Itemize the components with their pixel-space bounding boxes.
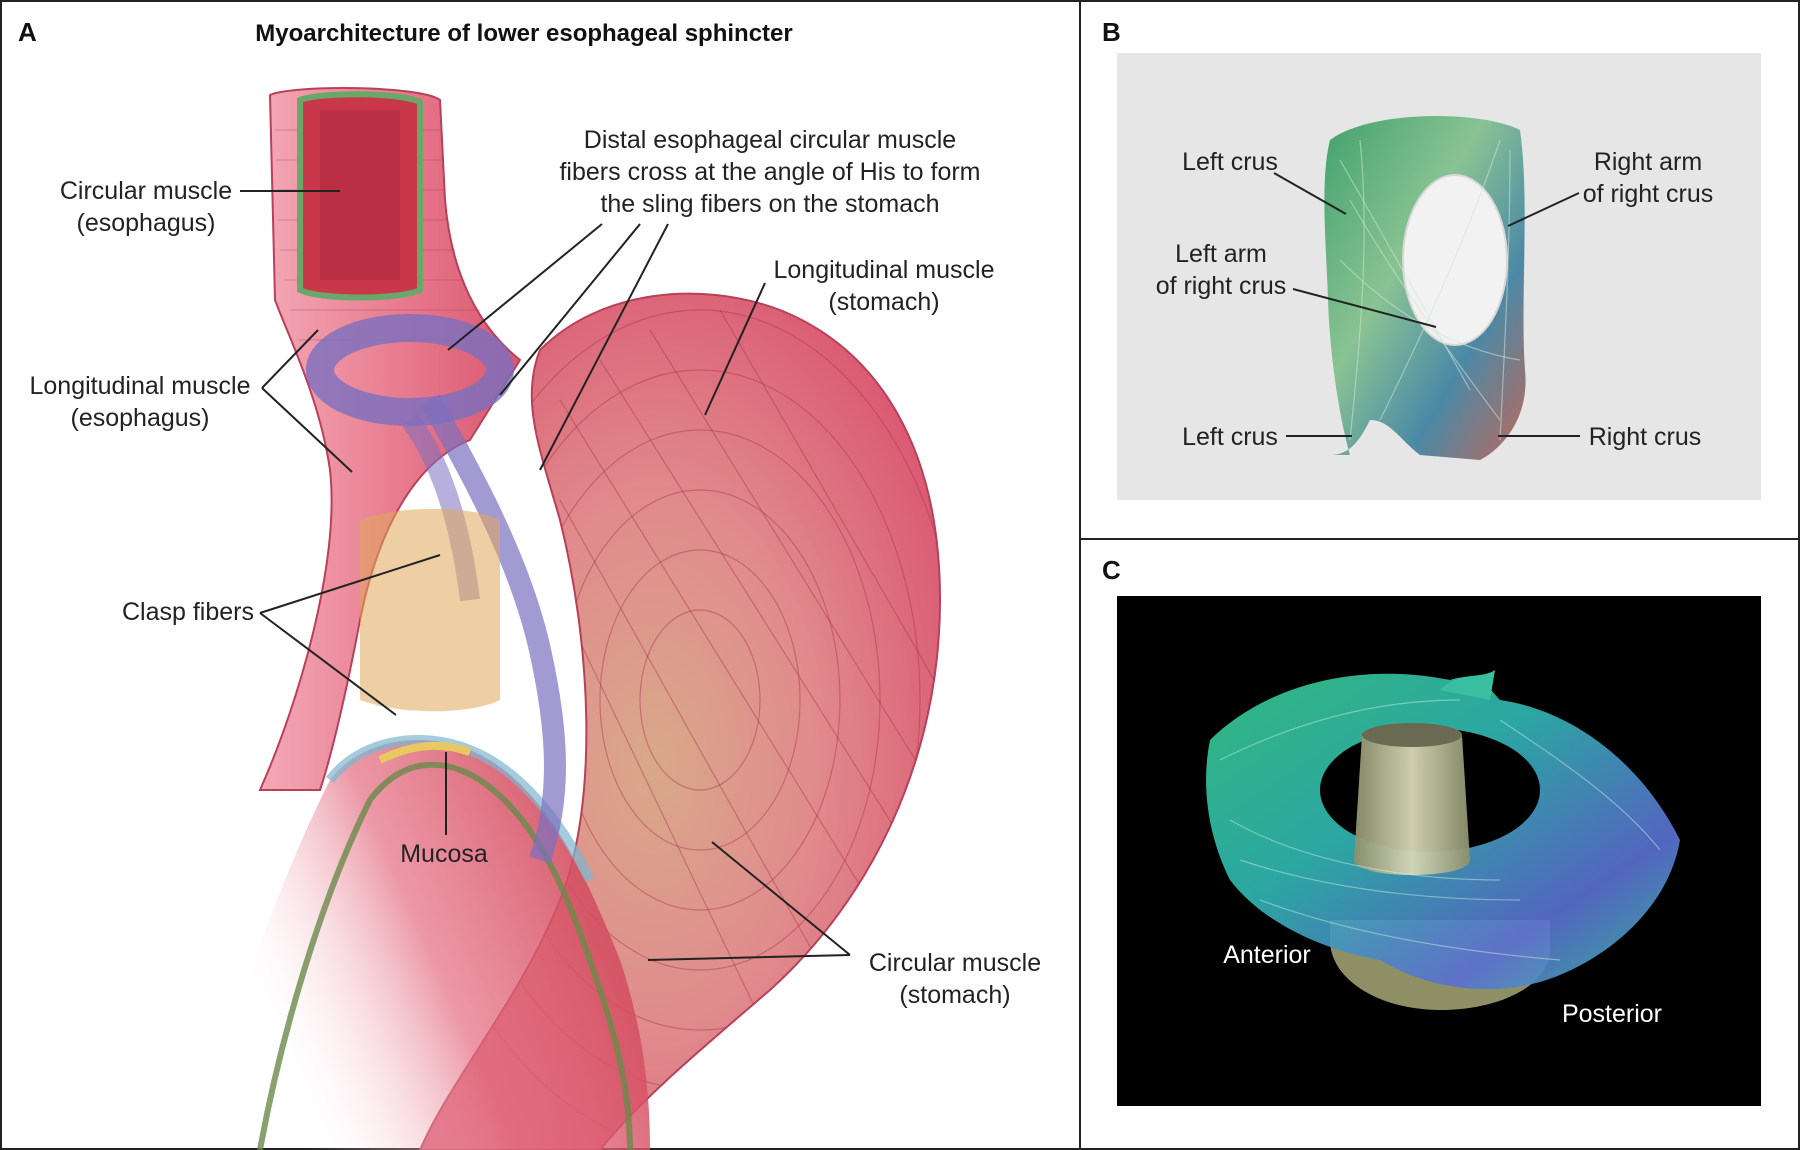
label-distal-3: the sling fibers on the stomach [600, 190, 939, 218]
label-posterior: Posterior [1562, 1000, 1662, 1028]
label-right-arm-2: of right crus [1583, 180, 1714, 208]
label-anterior: Anterior [1223, 941, 1311, 969]
label-longitudinal-stomach-1: Longitudinal muscle [774, 256, 995, 284]
label-right-crus: Right crus [1589, 423, 1702, 451]
clasp-fibers [360, 508, 500, 712]
label-distal-2: fibers cross at the angle of His to form [559, 158, 980, 186]
panel-c-letter: C [1102, 555, 1121, 585]
label-left-crus-top: Left crus [1182, 148, 1278, 176]
lower-esophageal-sphincter-3d [1206, 670, 1680, 1010]
panel-a-leaders [240, 190, 851, 961]
label-left-arm-2: of right crus [1156, 272, 1287, 300]
esophageal-hiatus [1402, 174, 1508, 346]
label-circular-muscle-stomach-2: (stomach) [899, 981, 1010, 1009]
sling-fiber-ring-upper [306, 314, 514, 426]
panel-c-frame [1079, 538, 1800, 1150]
label-circular-muscle-stomach-1: Circular muscle [869, 949, 1041, 977]
label-longitudinal-stomach-2: (stomach) [828, 288, 939, 316]
panel-c: C Anterior Posterior [1102, 555, 1761, 1106]
label-longitudinal-esophagus-2: (esophagus) [71, 404, 210, 432]
label-distal-1: Distal esophageal circular muscle [584, 126, 956, 154]
label-circular-muscle-esophagus-1: Circular muscle [60, 177, 232, 205]
label-clasp-fibers: Clasp fibers [122, 598, 254, 626]
label-mucosa: Mucosa [400, 840, 488, 868]
panel-b: B Left crus Right arm of right crus Left… [1102, 17, 1761, 500]
label-left-arm-1: Left arm [1175, 240, 1267, 268]
label-circular-muscle-esophagus-2: (esophagus) [77, 209, 216, 237]
esophagus-illustration [258, 87, 566, 864]
esophagus-tube-3d [1354, 723, 1470, 875]
panel-a-letter: A [18, 17, 37, 47]
sling-fiber-band [420, 394, 566, 864]
label-longitudinal-esophagus-1: Longitudinal muscle [30, 372, 251, 400]
panel-b-letter: B [1102, 17, 1121, 47]
label-left-crus-bottom: Left crus [1182, 423, 1278, 451]
label-right-arm-1: Right arm [1594, 148, 1702, 176]
panel-a-title: Myoarchitecture of lower esophageal sphi… [255, 20, 792, 47]
panel-b-leaders [1273, 172, 1580, 437]
crura-tractography [1324, 116, 1526, 461]
panel-a: A Myoarchitecture of lower esophageal sp… [18, 17, 1041, 1150]
